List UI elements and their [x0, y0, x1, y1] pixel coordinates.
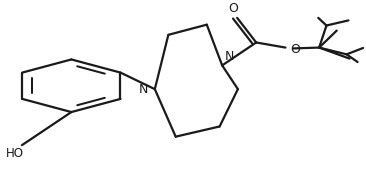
Text: O: O: [290, 43, 300, 56]
Text: N: N: [225, 50, 235, 63]
Text: O: O: [229, 2, 238, 15]
Text: HO: HO: [5, 147, 23, 160]
Text: N: N: [139, 83, 148, 96]
